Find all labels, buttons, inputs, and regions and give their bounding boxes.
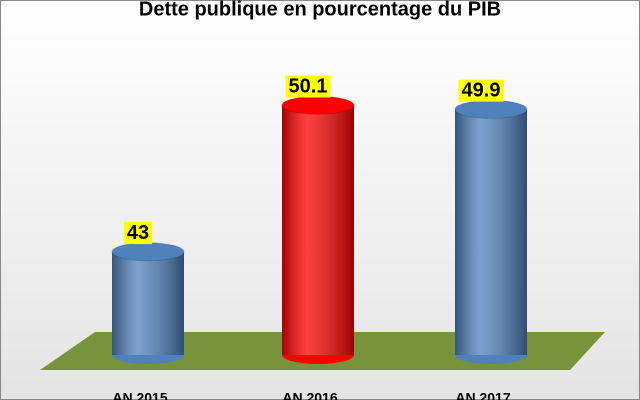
value-label: 50.1: [289, 76, 328, 98]
cylinder-shade: [112, 251, 184, 355]
x-tick-label: AN 2015: [112, 390, 167, 400]
cylinder-shade: [282, 105, 354, 355]
value-label: 49.9: [462, 80, 501, 102]
cylinder-shade: [455, 109, 527, 355]
cylinder-top: [454, 99, 528, 119]
x-tick-label: AN 2017: [455, 390, 510, 400]
cylinder-top: [281, 95, 355, 115]
chart-title: Dette publique en pourcentage du PIB: [139, 0, 501, 20]
cylinder-top: [111, 242, 185, 262]
x-tick-label: AN 2016: [282, 390, 337, 400]
value-label-box: [123, 222, 153, 245]
value-label-box: [285, 75, 331, 98]
value-label: 43: [127, 222, 149, 244]
value-label-box: [458, 79, 504, 102]
